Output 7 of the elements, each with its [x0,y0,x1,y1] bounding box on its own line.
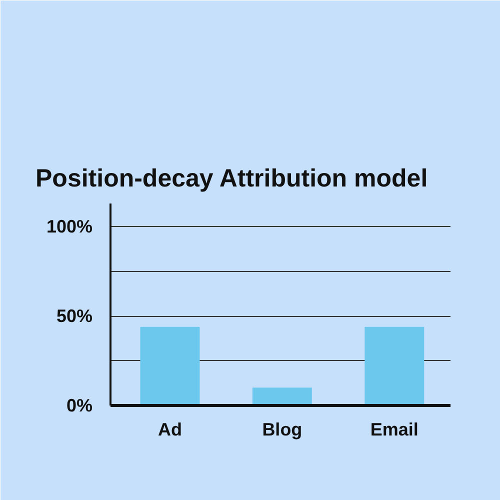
x-tick-label: Email [370,420,418,440]
x-tick-label: Ad [158,420,182,440]
chart-title: Position-decay Attribution model [36,164,428,192]
y-tick-label: 50% [56,306,93,326]
y-tick-label: 0% [66,396,92,416]
x-tick-label: Blog [262,420,302,440]
y-tick-label: 100% [46,216,93,237]
